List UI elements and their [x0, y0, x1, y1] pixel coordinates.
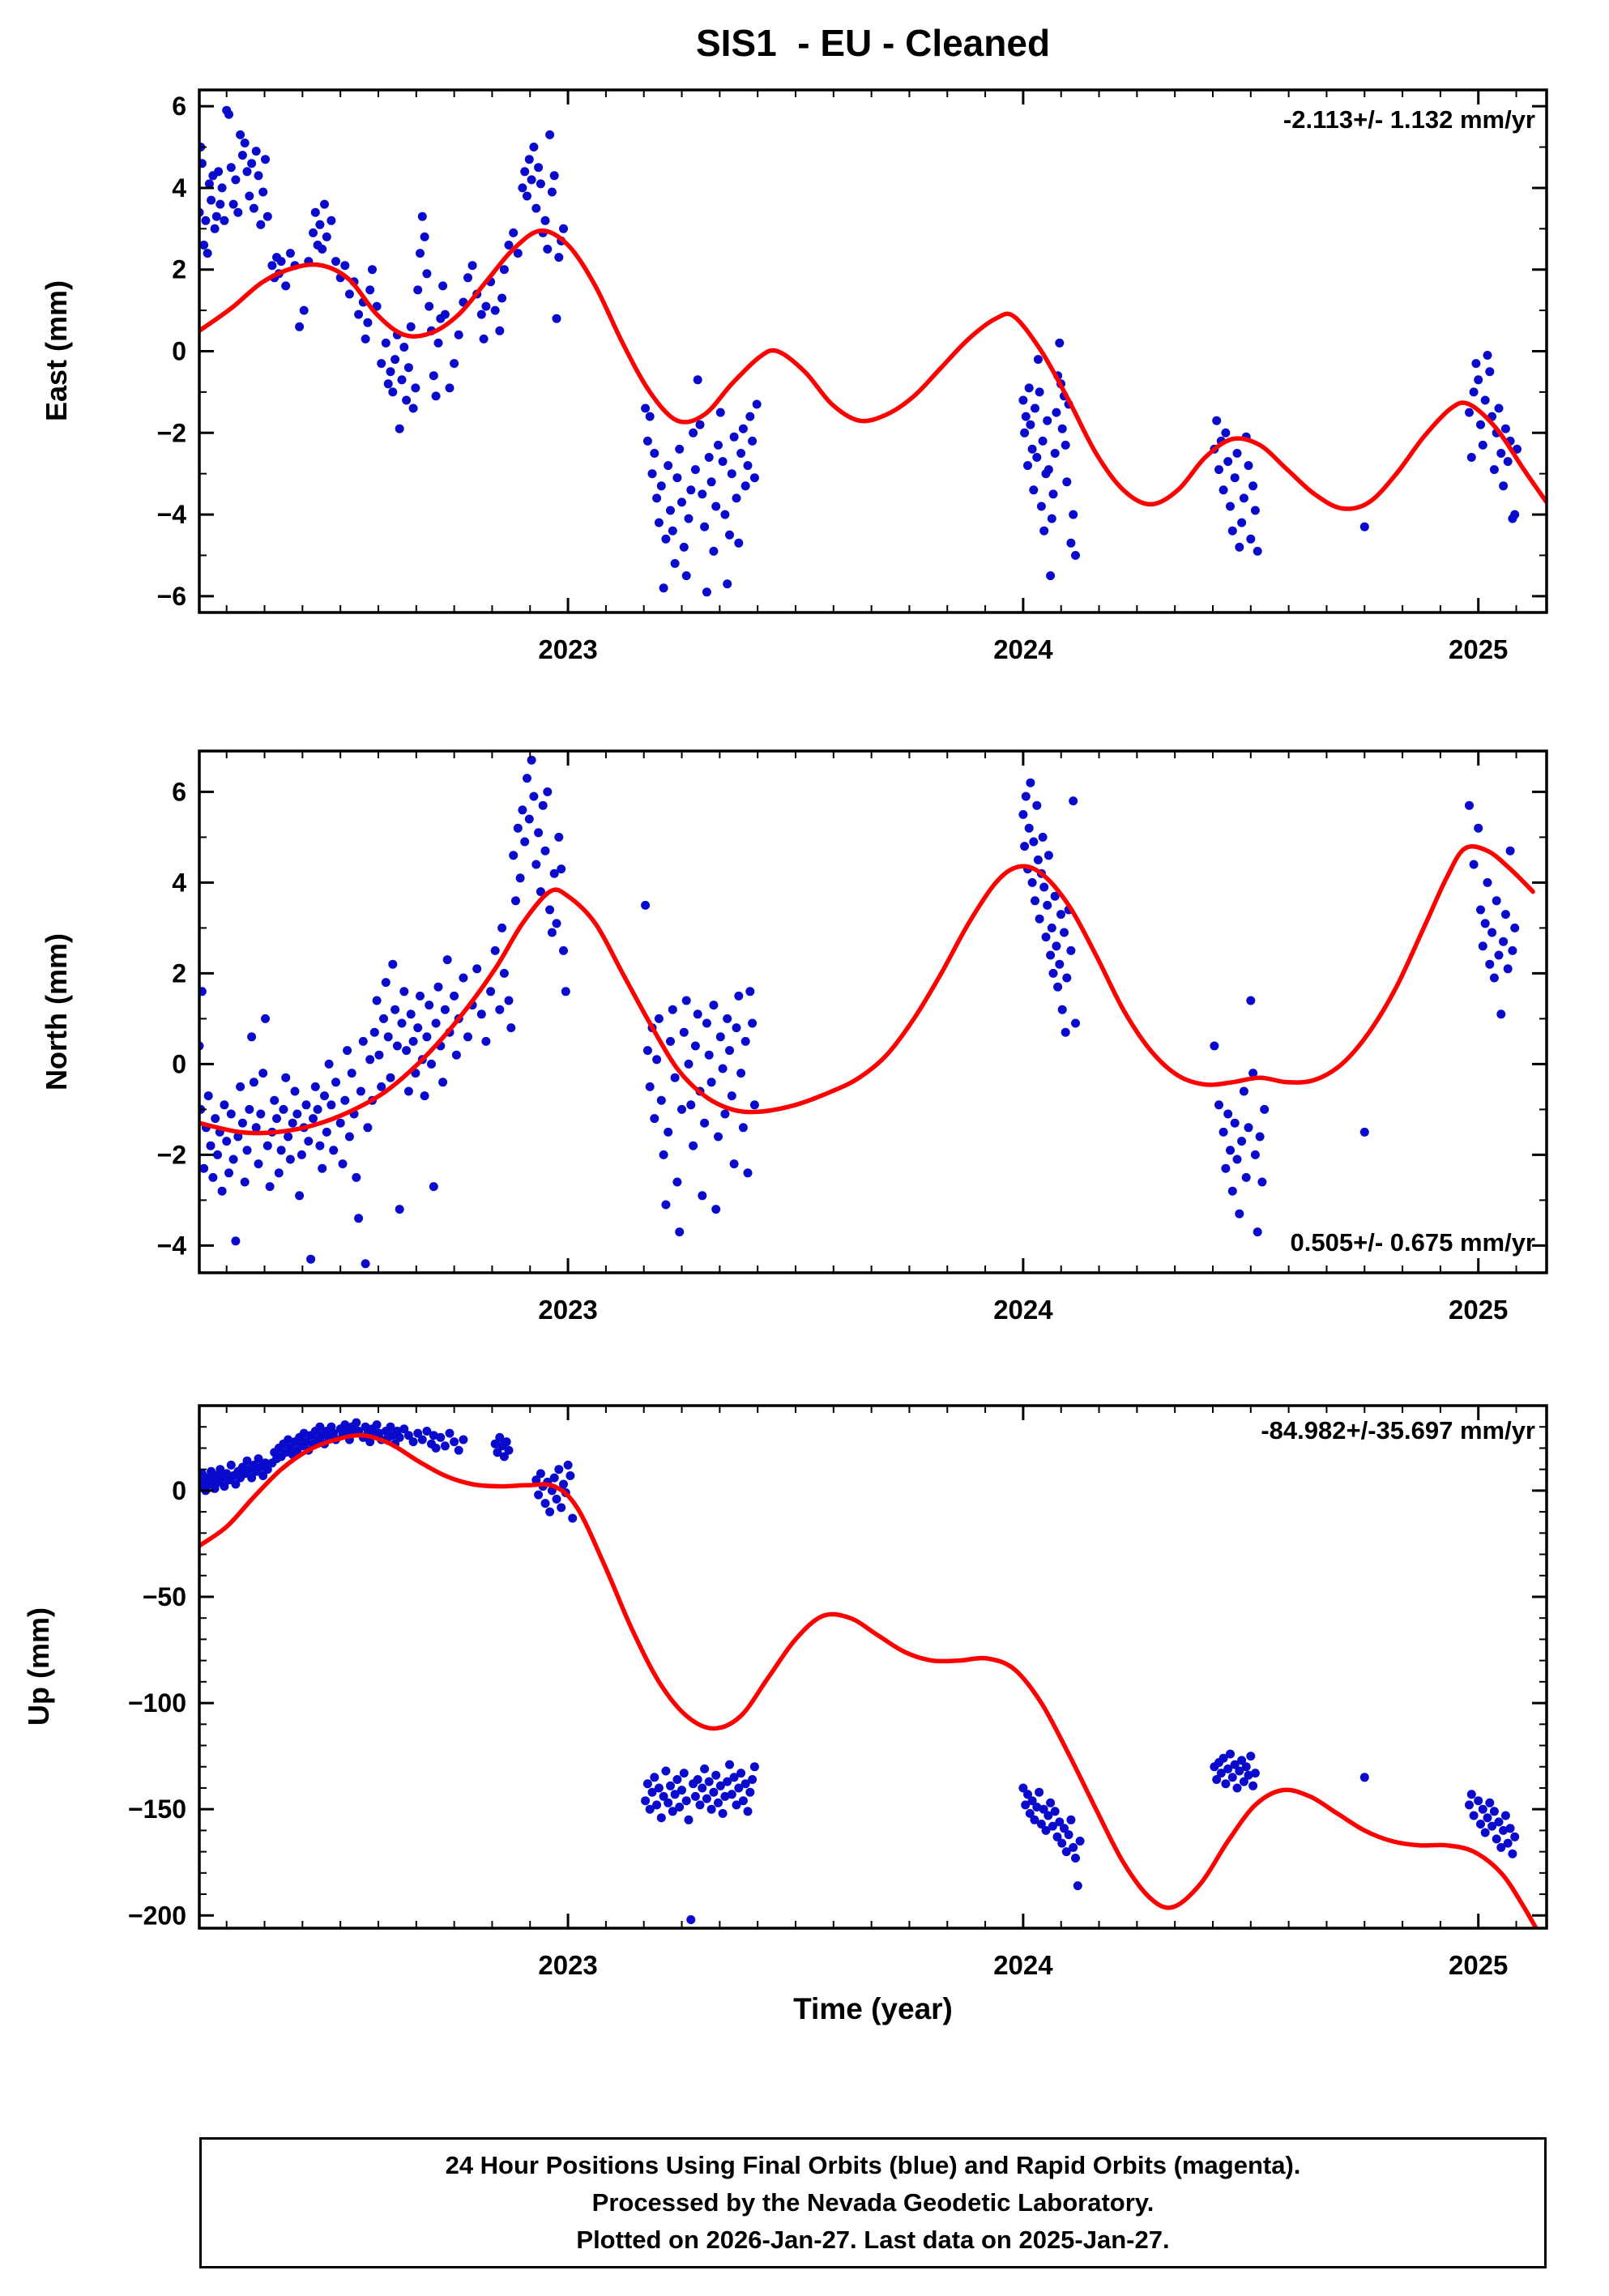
north-axis-label: North (mm) — [40, 933, 73, 1090]
north-trend-line — [199, 843, 1535, 1136]
up-ticks — [199, 1405, 1547, 1928]
up-panel: 2023 2024 2025 −200 −150 −100 −50 0 — [128, 1404, 1548, 1980]
up-ytick-label: −200 — [128, 1901, 186, 1930]
caption-line-3: Plotted on 2026-Jan-27. Last data on 202… — [576, 2226, 1170, 2254]
east-ytick-label: 2 — [172, 255, 186, 284]
up-xtick-label: 2025 — [1449, 1950, 1508, 1980]
east-xtick-label: 2023 — [538, 634, 597, 664]
plot-title: SIS1 - EU - Cleaned — [695, 22, 1051, 64]
up-data-points — [199, 1418, 1520, 1924]
north-xtick-label: 2023 — [538, 1295, 597, 1325]
east-data-points — [199, 105, 1522, 597]
east-frame — [198, 88, 1548, 614]
east-xtick-label: 2024 — [993, 634, 1053, 664]
north-ytick-label: 2 — [172, 958, 186, 988]
east-trend-line — [199, 228, 1547, 511]
north-ytick-label: 6 — [172, 777, 186, 806]
east-ytick-label: 0 — [172, 337, 186, 366]
north-data-points — [199, 755, 1520, 1269]
up-xtick-label: 2023 — [538, 1950, 597, 1980]
north-ytick-label: 0 — [172, 1049, 186, 1078]
east-ytick-label: −6 — [157, 582, 186, 611]
caption-line-2: Processed by the Nevada Geodetic Laborat… — [591, 2188, 1154, 2217]
east-ytick-label: 4 — [172, 173, 186, 203]
up-ytick-label: −50 — [143, 1582, 186, 1611]
north-ytick-label: −2 — [157, 1140, 186, 1169]
east-ticks — [199, 90, 1547, 612]
east-ytick-label: −4 — [157, 500, 187, 529]
caption-box: 24 Hour Positions Using Final Orbits (bl… — [199, 2137, 1547, 2268]
up-ytick-label: 0 — [172, 1476, 186, 1505]
east-ytick-label: −2 — [157, 418, 186, 447]
east-xtick-label: 2025 — [1449, 634, 1508, 664]
north-rate-annotation: 0.505+/- 0.675 mm/yr — [1290, 1228, 1535, 1257]
up-trend-line — [199, 1432, 1539, 1928]
up-frame — [198, 1404, 1548, 1930]
up-ytick-label: −150 — [128, 1795, 186, 1824]
north-panel: 2023 2024 2025 −4 −2 0 2 4 6 — [157, 749, 1548, 1325]
up-ytick-label: −100 — [128, 1688, 186, 1718]
east-axis-label: East (mm) — [40, 280, 73, 422]
up-xtick-label: 2024 — [993, 1950, 1053, 1980]
north-frame — [198, 749, 1548, 1274]
east-panel: 2023 2024 2025 −6 −4 −2 0 2 4 6 — [157, 88, 1548, 664]
east-rate-annotation: -2.113+/- 1.132 mm/yr — [1283, 105, 1535, 134]
north-xtick-label: 2024 — [993, 1295, 1053, 1325]
north-ytick-label: 4 — [172, 868, 186, 897]
up-axis-label: Up (mm) — [22, 1607, 55, 1726]
time-axis-label: Time (year) — [793, 1992, 953, 2025]
up-rate-annotation: -84.982+/-35.697 mm/yr — [1261, 1416, 1535, 1445]
north-ytick-label: −4 — [157, 1231, 187, 1260]
caption-line-1: 24 Hour Positions Using Final Orbits (bl… — [445, 2151, 1301, 2179]
north-ticks — [199, 751, 1547, 1273]
east-ytick-label: 6 — [172, 92, 186, 121]
north-xtick-label: 2025 — [1449, 1295, 1508, 1325]
